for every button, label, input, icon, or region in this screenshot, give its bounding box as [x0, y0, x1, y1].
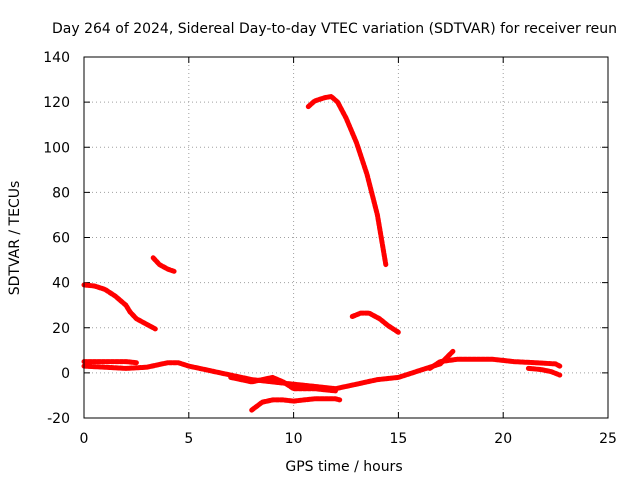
- y-tick-label: 0: [61, 366, 70, 382]
- y-tick-label: 20: [52, 321, 70, 337]
- series-arc-6: [81, 359, 139, 366]
- x-axis-label: GPS time / hours: [285, 459, 402, 475]
- series-arc-7: [81, 348, 456, 392]
- series-arc-2: [150, 255, 177, 274]
- x-tick-label: 25: [599, 431, 617, 447]
- y-tick-label: -20: [47, 411, 70, 427]
- y-tick-label: 60: [52, 231, 70, 247]
- x-tick-label: 10: [285, 431, 303, 447]
- series-arc-8: [228, 374, 338, 394]
- series-arc-4: [349, 310, 401, 335]
- x-tick-label: 20: [494, 431, 512, 447]
- series-arc-10: [525, 365, 563, 378]
- x-tick-label: 0: [80, 431, 89, 447]
- series-arc-9: [427, 356, 563, 371]
- x-tick-label: 5: [184, 431, 193, 447]
- plot-frame: [83, 56, 609, 419]
- grid: [84, 57, 608, 418]
- y-tick-label: 140: [43, 50, 70, 66]
- y-tick-label: 80: [52, 185, 70, 201]
- chart-title: Day 264 of 2024, Sidereal Day-to-day VTE…: [52, 21, 617, 37]
- y-tick-label: 100: [43, 140, 70, 156]
- series-arc-5: [249, 396, 343, 413]
- series-arc-1: [81, 282, 158, 332]
- y-tick-label: 120: [43, 95, 70, 111]
- series-arc-3: [305, 94, 389, 268]
- y-tick-label: 40: [52, 276, 70, 292]
- x-tick-label: 15: [389, 431, 407, 447]
- data-series: [81, 94, 563, 413]
- y-axis-label: SDTVAR / TECUs: [7, 181, 23, 296]
